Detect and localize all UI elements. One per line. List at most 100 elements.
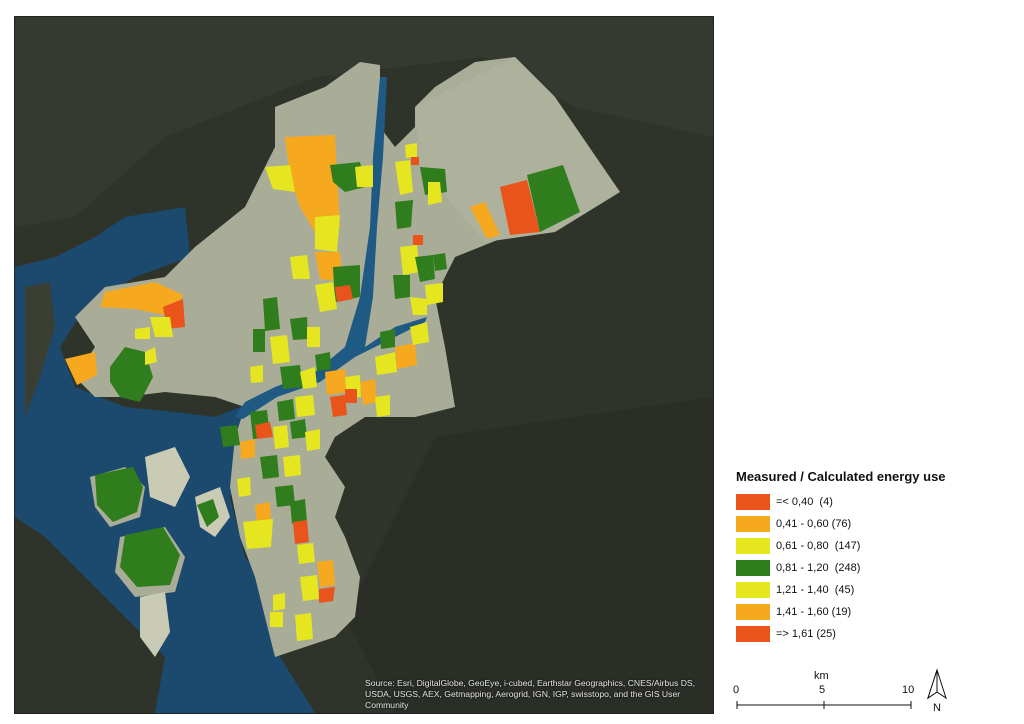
district-polygon[interactable] <box>317 560 335 587</box>
district-polygon[interactable] <box>500 180 540 235</box>
district-polygon[interactable] <box>425 283 443 305</box>
scale-bar: km 0 5 10 <box>728 667 928 717</box>
legend-item: =< 0,40 (4) <box>736 493 1016 510</box>
legend-swatch <box>736 493 770 510</box>
district-polygon[interactable] <box>277 399 295 421</box>
legend-swatch <box>736 581 770 598</box>
map-attribution: Source: Esri, DigitalGlobe, GeoEye, i-cu… <box>365 678 696 710</box>
district-polygon[interactable] <box>290 255 310 279</box>
district-polygon[interactable] <box>410 322 429 345</box>
district-polygon[interactable] <box>428 182 442 205</box>
north-arrow: N <box>924 668 950 714</box>
district-polygon[interactable] <box>470 202 500 239</box>
district-polygon[interactable] <box>395 200 413 229</box>
district-polygon[interactable] <box>355 165 373 187</box>
district-polygon[interactable] <box>275 485 295 507</box>
district-polygon[interactable] <box>375 352 397 375</box>
scale-tick-label: 5 <box>819 684 826 696</box>
district-polygon[interactable] <box>145 347 157 365</box>
district-polygon[interactable] <box>307 327 320 347</box>
district-polygon[interactable] <box>411 157 419 165</box>
north-arrow-icon: N <box>927 668 947 714</box>
district-polygon[interactable] <box>345 389 357 403</box>
district-polygon[interactable] <box>273 425 289 449</box>
map-frame[interactable]: Source: Esri, DigitalGlobe, GeoEye, i-cu… <box>14 16 714 714</box>
district-polygon[interactable] <box>315 352 331 371</box>
district-polygon[interactable] <box>315 282 337 312</box>
map-canvas[interactable] <box>15 17 713 713</box>
legend-swatch <box>736 559 770 576</box>
district-polygon[interactable] <box>413 235 423 245</box>
district-polygon[interactable] <box>300 367 317 389</box>
district-polygon[interactable] <box>260 455 279 479</box>
river <box>235 77 427 419</box>
district-polygon[interactable] <box>405 143 417 158</box>
district-polygon[interactable] <box>265 165 295 192</box>
district-polygon[interactable] <box>410 297 427 315</box>
legend-item: 0,41 - 0,60 (76) <box>736 515 1016 532</box>
district-polygon[interactable] <box>237 477 251 497</box>
legend-label: 1,21 - 1,40 (45) <box>776 583 855 596</box>
district-polygon[interactable] <box>400 245 420 275</box>
district-polygon[interactable] <box>197 499 219 527</box>
district-polygon[interactable] <box>285 135 340 232</box>
district-polygon[interactable] <box>300 575 319 601</box>
legend-item: 0,81 - 1,20 (248) <box>736 559 1016 576</box>
district-polygon[interactable] <box>360 379 377 405</box>
legend-label: 0,61 - 0,80 (147) <box>776 539 861 552</box>
district-polygon[interactable] <box>319 587 335 603</box>
district-polygon[interactable] <box>433 253 447 271</box>
district-polygon[interactable] <box>100 282 183 317</box>
district-polygon[interactable] <box>290 317 308 340</box>
district-polygon[interactable] <box>380 329 395 349</box>
legend-title: Measured / Calculated energy use <box>736 469 946 484</box>
legend-swatch <box>736 603 770 620</box>
scale-unit: km <box>814 670 829 682</box>
north-label: N <box>933 702 941 714</box>
district-polygon[interactable] <box>263 297 280 331</box>
district-polygon[interactable] <box>305 429 320 451</box>
district-polygon[interactable] <box>220 425 240 447</box>
district-polygon[interactable] <box>290 419 307 439</box>
district-polygon[interactable] <box>393 275 410 299</box>
district-polygon[interactable] <box>243 519 273 549</box>
district-polygon[interactable] <box>395 343 417 369</box>
district-polygon[interactable] <box>293 520 309 544</box>
district-polygon[interactable] <box>325 369 347 395</box>
district-polygon[interactable] <box>395 160 413 195</box>
district-polygon[interactable] <box>295 395 315 417</box>
district-polygon[interactable] <box>375 395 390 417</box>
district-polygon[interactable] <box>315 215 340 252</box>
district-polygon[interactable] <box>415 255 435 282</box>
district-polygon[interactable] <box>270 335 290 364</box>
legend-label: 1,41 - 1,60 (19) <box>776 605 852 618</box>
district-polygon[interactable] <box>65 352 97 385</box>
district-polygon[interactable] <box>297 543 315 564</box>
district-polygons <box>65 135 580 641</box>
district-polygon[interactable] <box>250 365 263 383</box>
district-polygon[interactable] <box>240 439 255 459</box>
scale-tick-label: 10 <box>902 684 915 696</box>
district-polygon[interactable] <box>335 285 353 302</box>
district-polygon[interactable] <box>135 327 150 339</box>
district-polygon[interactable] <box>283 455 301 477</box>
district-polygon[interactable] <box>255 502 271 524</box>
district-polygon[interactable] <box>290 499 307 524</box>
island <box>140 592 170 657</box>
island <box>145 447 190 507</box>
district-polygon[interactable] <box>295 613 313 641</box>
district-polygon[interactable] <box>95 467 143 522</box>
district-polygon[interactable] <box>273 593 285 611</box>
district-polygon[interactable] <box>280 365 303 389</box>
district-polygon[interactable] <box>120 527 180 587</box>
district-polygon[interactable] <box>150 317 173 337</box>
district-polygon[interactable] <box>255 422 273 439</box>
district-polygon[interactable] <box>270 612 283 627</box>
district-polygon[interactable] <box>253 329 265 352</box>
district-polygon[interactable] <box>110 347 153 402</box>
legend-label: 0,81 - 1,20 (248) <box>776 561 861 574</box>
legend-swatch <box>736 625 770 642</box>
district-polygon[interactable] <box>330 395 347 417</box>
legend-swatch <box>736 515 770 532</box>
district-polygon[interactable] <box>527 165 580 232</box>
